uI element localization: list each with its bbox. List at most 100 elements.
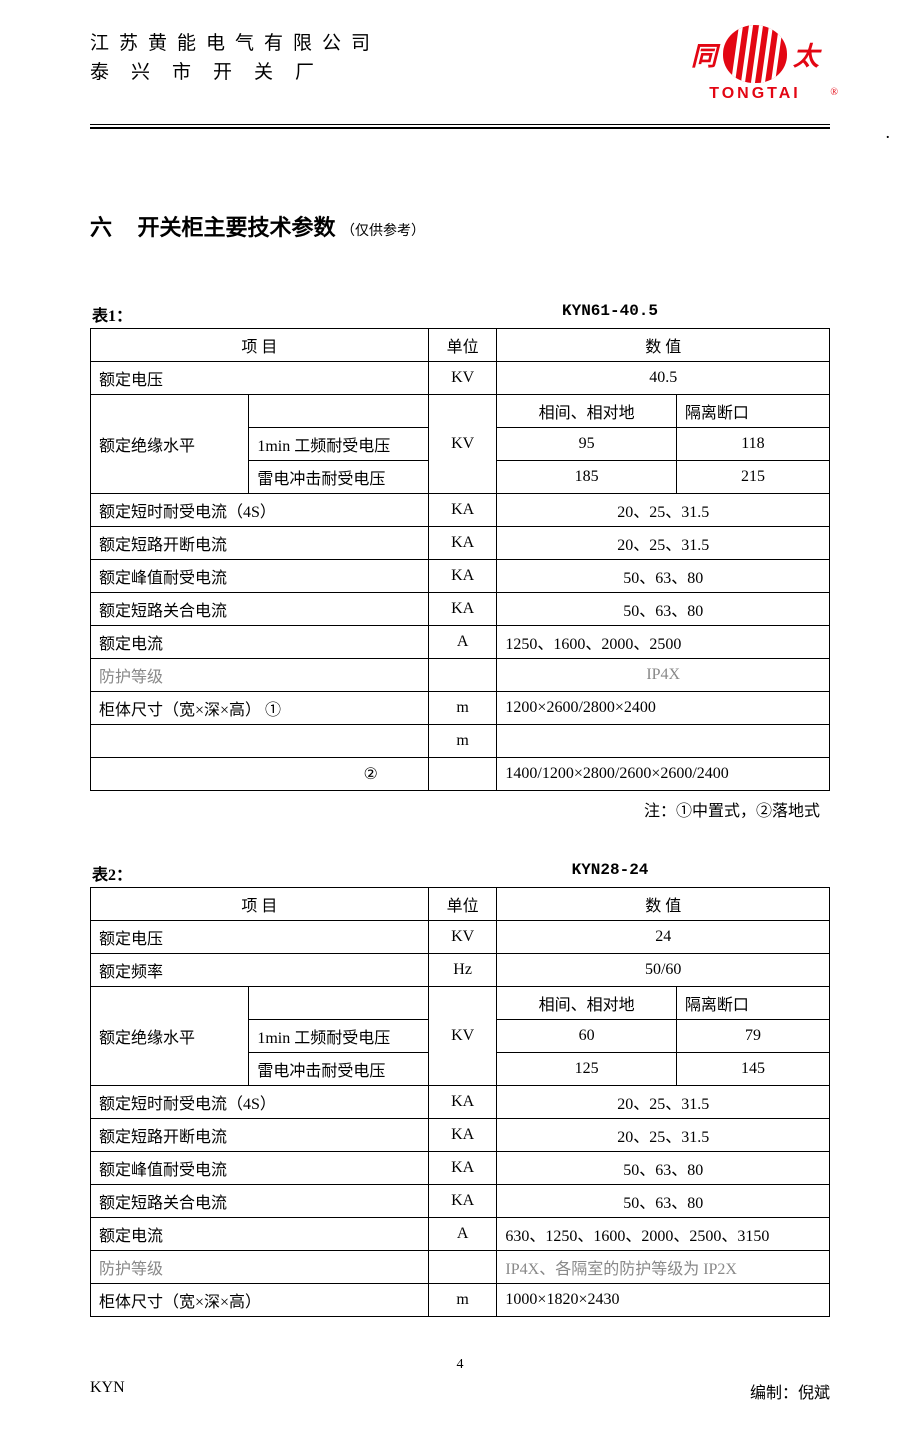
table2-close-unit: KA	[428, 1185, 497, 1218]
table1-peak-label: 额定峰值耐受电流	[91, 560, 429, 593]
table1-valhead1: 相间、相对地	[497, 395, 676, 428]
table1-rv-unit: KV	[428, 362, 497, 395]
table1-ins-sub2: 雷电冲击耐受电压	[249, 461, 428, 494]
table2-size-unit: m	[428, 1284, 497, 1317]
table1-header-value: 数 值	[497, 329, 830, 362]
table2-rv-label: 额定电压	[91, 921, 429, 954]
table1-ins-r1c1: 95	[497, 428, 676, 461]
table2-peak-val: 50、63、80	[497, 1152, 830, 1185]
table2-peak-unit: KA	[428, 1152, 497, 1185]
table2-header-unit: 单位	[428, 888, 497, 921]
footer-right: 编制：倪斌	[750, 1379, 830, 1403]
table1-break-val: 20、25、31.5	[497, 527, 830, 560]
table2-break-val: 20、25、31.5	[497, 1119, 830, 1152]
table1-block: 表1： KYN61-40.5 项 目 单位 数 值 额定电压 KV 40.5 额…	[90, 302, 830, 821]
table-row: 额定短时耐受电流（4S） KA 20、25、31.5	[91, 494, 830, 527]
table1-caption: 表1： KYN61-40.5	[90, 302, 830, 328]
table2-sc4s-unit: KA	[428, 1086, 497, 1119]
table1-ins-sub1: 1min 工频耐受电压	[249, 428, 428, 461]
table-row: 额定峰值耐受电流 KA 50、63、80	[91, 1152, 830, 1185]
table2-header-value: 数 值	[497, 888, 830, 921]
table2-ins-sub2: 雷电冲击耐受电压	[249, 1053, 428, 1086]
table2-header-item: 项 目	[91, 888, 429, 921]
table2-ip-unit	[428, 1251, 497, 1284]
table1-sc4s-label: 额定短时耐受电流（4S）	[91, 494, 429, 527]
footer-left: KYN	[90, 1379, 125, 1403]
table2-ip-label: 防护等级	[91, 1251, 429, 1284]
table1-caption-label: 表1：	[92, 302, 392, 326]
table2-break-label: 额定短路开断电流	[91, 1119, 429, 1152]
page-footer: KYN 编制：倪斌	[90, 1379, 830, 1403]
section-number: 六	[90, 210, 112, 242]
logo: 同 太 TONGTAI ®	[670, 25, 840, 120]
section-subtitle: （仅供参考）	[341, 224, 425, 239]
table-row: 防护等级 IP4X	[91, 659, 830, 692]
table1-size2-label: ②	[91, 758, 429, 791]
table1-header-unit: 单位	[428, 329, 497, 362]
table-row: 额定电压 KV 40.5	[91, 362, 830, 395]
table-row: 柜体尺寸（宽×深×高） m 1000×1820×2430	[91, 1284, 830, 1317]
table-row: 额定峰值耐受电流 KA 50、63、80	[91, 560, 830, 593]
table1-rv-label: 额定电压	[91, 362, 429, 395]
table1-size2-blank	[91, 725, 429, 758]
table1-header-item: 项 目	[91, 329, 429, 362]
table2-size-val: 1000×1820×2430	[497, 1284, 830, 1317]
header-divider: .	[90, 124, 830, 130]
table2-ins-blank	[249, 987, 428, 1020]
table1-close-val: 50、63、80	[497, 593, 830, 626]
table1-peak-val: 50、63、80	[497, 560, 830, 593]
table2-ins-r2c1: 125	[497, 1053, 676, 1086]
table1-close-unit: KA	[428, 593, 497, 626]
table2-caption: 表2： KYN28-24	[90, 861, 830, 887]
table1-break-label: 额定短路开断电流	[91, 527, 429, 560]
table1: 项 目 单位 数 值 额定电压 KV 40.5 额定绝缘水平 KV 相间、相对地…	[90, 328, 830, 791]
table2-peak-label: 额定峰值耐受电流	[91, 1152, 429, 1185]
page-number: 4	[90, 1357, 830, 1373]
table-row: ② 1400/1200×2800/2600×2600/2400	[91, 758, 830, 791]
table1-ins-label: 额定绝缘水平	[91, 395, 249, 494]
table1-size2-valblank	[497, 725, 830, 758]
logo-right-char: 太	[793, 36, 819, 73]
table2-rf-label: 额定频率	[91, 954, 429, 987]
table-row: 额定绝缘水平 KV 相间、相对地 隔离断口	[91, 395, 830, 428]
logo-left-char: 同	[691, 36, 717, 73]
section-heading: 六 开关柜主要技术参数 （仅供参考）	[90, 210, 830, 242]
table-row: 额定短路开断电流 KA 20、25、31.5	[91, 1119, 830, 1152]
table1-sc4s-unit: KA	[428, 494, 497, 527]
table1-rv-value: 40.5	[497, 362, 830, 395]
table2-close-val: 50、63、80	[497, 1185, 830, 1218]
table-row: 额定短路关合电流 KA 50、63、80	[91, 1185, 830, 1218]
table2-ins-r1c2: 79	[676, 1020, 829, 1053]
table2-ins-sub1: 1min 工频耐受电压	[249, 1020, 428, 1053]
table1-ins-r2c2: 215	[676, 461, 829, 494]
table2-rf-value: 50/60	[497, 954, 830, 987]
table1-size-unit: m	[428, 692, 497, 725]
table1-ip-label: 防护等级	[91, 659, 429, 692]
table1-peak-unit: KA	[428, 560, 497, 593]
page: 江苏黄能电气有限公司 泰兴市开关厂 同 太 TONGTAI ® .	[0, 0, 920, 1443]
logo-icon	[723, 25, 787, 83]
table2-caption-model: KYN28-24	[392, 861, 828, 885]
logo-registered-icon: ®	[830, 87, 838, 98]
table-row: 项 目 单位 数 值	[91, 888, 830, 921]
table1-footnote: 注：①中置式，②落地式	[90, 797, 830, 821]
table2-ins-unit: KV	[428, 987, 497, 1086]
table-row: 额定电压 KV 24	[91, 921, 830, 954]
table1-caption-model: KYN61-40.5	[392, 302, 828, 326]
table2-ins-r2c2: 145	[676, 1053, 829, 1086]
table-row: 额定电流 A 630、1250、1600、2000、2500、3150	[91, 1218, 830, 1251]
table2-valhead2: 隔离断口	[676, 987, 829, 1020]
section-title-text: 开关柜主要技术参数	[138, 215, 336, 240]
table-row: 额定短时耐受电流（4S） KA 20、25、31.5	[91, 1086, 830, 1119]
table2-caption-label: 表2：	[92, 861, 392, 885]
table1-valhead2: 隔离断口	[676, 395, 829, 428]
table2-cur-val: 630、1250、1600、2000、2500、3150	[497, 1218, 830, 1251]
table2: 项 目 单位 数 值 额定电压 KV 24 额定频率 Hz 50/60 额定绝缘…	[90, 887, 830, 1317]
table1-ins-r2c1: 185	[497, 461, 676, 494]
table-row: 额定短路关合电流 KA 50、63、80	[91, 593, 830, 626]
table2-ip-val: IP4X、各隔室的防护等级为 IP2X	[497, 1251, 830, 1284]
table1-cur-val: 1250、1600、2000、2500	[497, 626, 830, 659]
table-row: 项 目 单位 数 值	[91, 329, 830, 362]
table-row: 防护等级 IP4X、各隔室的防护等级为 IP2X	[91, 1251, 830, 1284]
table1-sc4s-val: 20、25、31.5	[497, 494, 830, 527]
